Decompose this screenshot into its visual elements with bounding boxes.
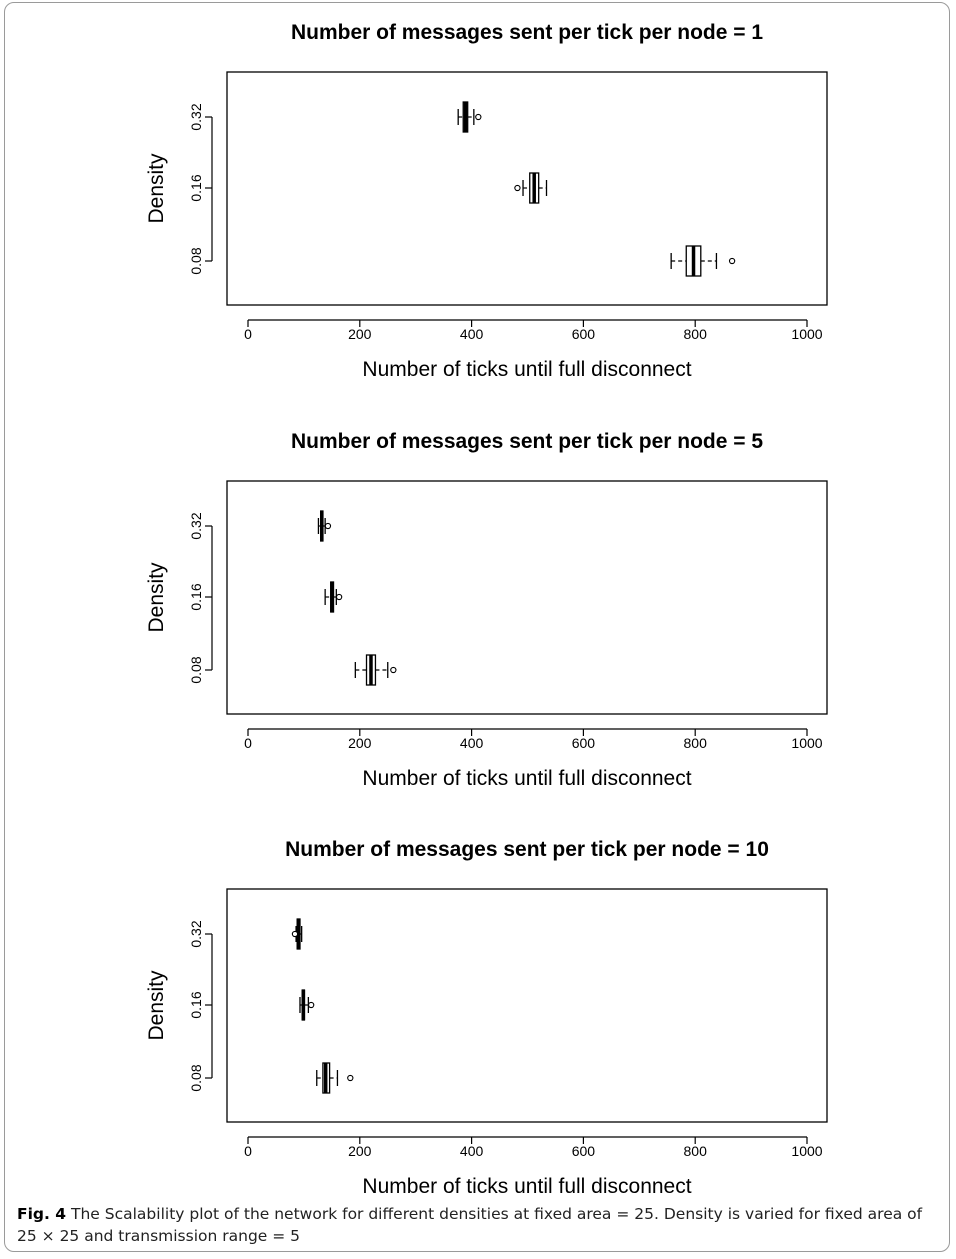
scalability-boxplot-figure: Number of messages sent per tick per nod… [145, 21, 828, 1198]
x-tick-label: 1000 [791, 1143, 822, 1159]
x-tick-label: 600 [572, 1143, 596, 1159]
chart-panel-1: Number of messages sent per tick per nod… [145, 21, 828, 381]
x-axis-label: Number of ticks until full disconnect [362, 358, 691, 381]
x-axis-label: Number of ticks until full disconnect [362, 1175, 691, 1198]
x-tick-label: 800 [684, 735, 708, 751]
x-tick-label: 200 [348, 1143, 372, 1159]
x-tick-label: 1000 [791, 735, 822, 751]
x-tick-label: 200 [348, 735, 372, 751]
box-0.32 [317, 510, 332, 542]
x-tick-label: 400 [460, 326, 484, 342]
y-axis-label: Density [145, 153, 168, 224]
box-0.16 [324, 581, 343, 613]
outlier-point [514, 184, 521, 192]
x-tick-label: 0 [244, 1143, 252, 1159]
y-tick-label: 0.16 [188, 174, 204, 201]
y-tick-label: 0.16 [188, 991, 204, 1018]
x-tick-label: 400 [460, 735, 484, 751]
y-axis-label: Density [145, 562, 168, 633]
chart-title: Number of messages sent per tick per nod… [291, 21, 763, 44]
x-tick-label: 600 [572, 326, 596, 342]
x-tick-label: 0 [244, 326, 252, 342]
box-0.08 [354, 654, 397, 686]
box-0.32 [291, 918, 303, 950]
caption-label: Fig. 4 [17, 1205, 67, 1223]
chart-panel-2: Number of messages sent per tick per nod… [145, 430, 828, 790]
y-tick-label: 0.08 [188, 1064, 204, 1091]
y-tick-label: 0.32 [188, 920, 204, 947]
outlier-point [475, 113, 482, 121]
outlier-point [308, 1001, 315, 1009]
outlier-point [291, 930, 299, 938]
x-tick-label: 800 [684, 1143, 708, 1159]
box-0.16 [514, 172, 548, 204]
outlier-point [347, 1074, 354, 1082]
figure-caption: Fig. 4 The Scalability plot of the netwo… [17, 1203, 942, 1247]
chart-title: Number of messages sent per tick per nod… [291, 430, 763, 453]
x-tick-label: 200 [348, 326, 372, 342]
box-0.32 [457, 101, 482, 133]
x-tick-label: 400 [460, 1143, 484, 1159]
x-tick-label: 800 [684, 326, 708, 342]
box-0.08 [316, 1062, 354, 1094]
y-tick-label: 0.08 [188, 247, 204, 274]
outlier-point [728, 257, 736, 265]
x-tick-label: 600 [572, 735, 596, 751]
chart-panel-3: Number of messages sent per tick per nod… [145, 838, 828, 1198]
chart-title: Number of messages sent per tick per nod… [285, 838, 769, 861]
outlier-point [335, 593, 343, 601]
x-axis-label: Number of ticks until full disconnect [362, 767, 691, 790]
outlier-point [390, 666, 397, 674]
box-0.08 [670, 245, 736, 277]
x-tick-label: 1000 [791, 326, 822, 342]
plot-area-border [226, 480, 828, 715]
figure-frame [4, 2, 950, 1252]
plot-area-border [226, 888, 828, 1123]
caption-text: The Scalability plot of the network for … [17, 1205, 923, 1245]
y-tick-label: 0.08 [188, 656, 204, 683]
y-tick-label: 0.32 [188, 103, 204, 130]
y-tick-label: 0.32 [188, 512, 204, 539]
box-0.16 [299, 989, 315, 1021]
y-tick-label: 0.16 [188, 583, 204, 610]
y-axis-label: Density [145, 970, 168, 1041]
plot-area-border [226, 71, 828, 306]
outlier-point [324, 522, 332, 530]
x-tick-label: 0 [244, 735, 252, 751]
